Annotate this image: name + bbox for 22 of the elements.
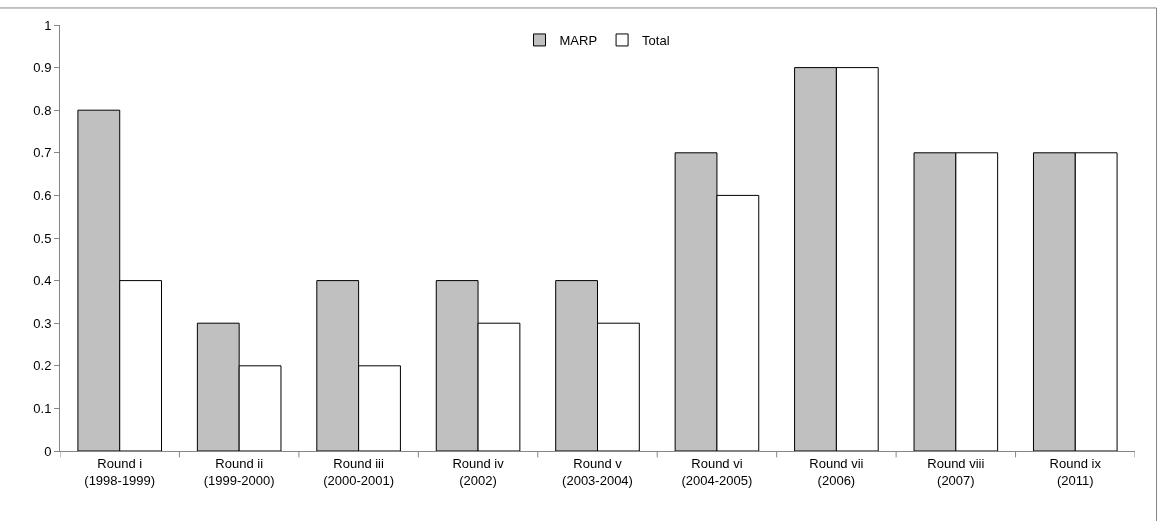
- y-tick-label: 0.8: [33, 102, 52, 118]
- y-tick-label: 0: [44, 443, 52, 459]
- x-tick-label: Round i (1998-1999): [84, 455, 156, 488]
- y-tick-label: 1: [44, 17, 52, 33]
- y-tick-label: 0.4: [33, 273, 52, 289]
- x-tick-label: Round ii (1999-2000): [203, 455, 275, 488]
- legend-label: MARP: [559, 33, 598, 49]
- y-tick-label: 0.1: [33, 400, 52, 416]
- y-tick-label: 0.3: [33, 315, 52, 331]
- x-tick-label: Round v (2003-2004): [562, 455, 633, 488]
- y-tick-label: 0.7: [33, 145, 52, 161]
- y-tick-label: 0.2: [33, 358, 52, 374]
- x-tick-label: Round vii (2006): [809, 455, 864, 488]
- x-tick-label: Round ix (2011): [1049, 455, 1102, 488]
- x-tick-label: Round vi (2004-2005): [681, 455, 753, 488]
- y-tick-label: 0.9: [33, 60, 52, 76]
- x-tick-label: Round viii (2007): [927, 455, 985, 488]
- legend-label: Total: [642, 33, 670, 49]
- x-tick-label: Round iv (2002): [452, 455, 505, 488]
- y-tick-label: 0.6: [33, 187, 52, 203]
- x-tick-label: Round iii (2000-2001): [323, 455, 395, 488]
- y-tick-label: 0.5: [33, 230, 52, 246]
